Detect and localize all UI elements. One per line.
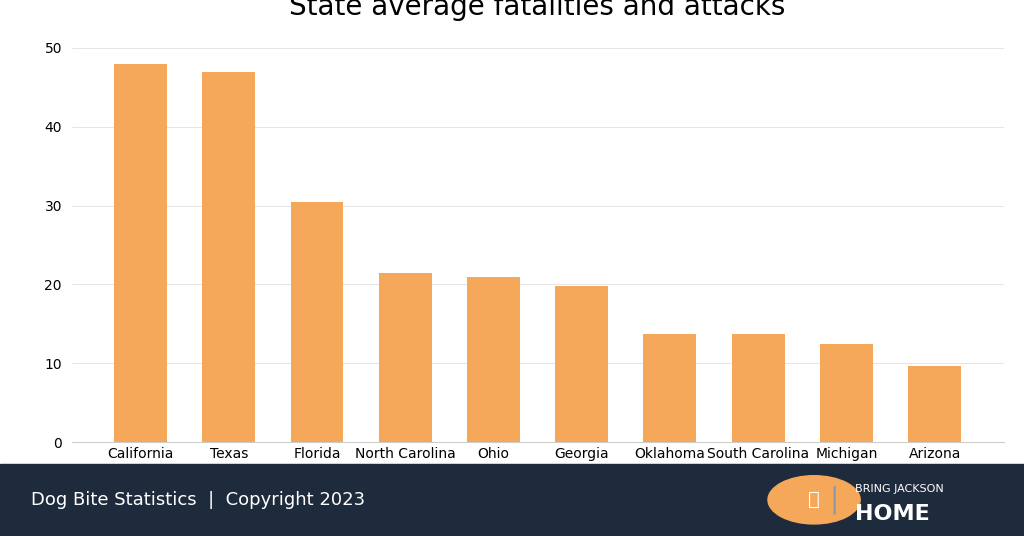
Bar bbox=[643, 334, 696, 442]
Text: HOME: HOME bbox=[855, 504, 930, 524]
Bar bbox=[908, 366, 962, 442]
Title: State average fatalities and attacks: State average fatalities and attacks bbox=[290, 0, 785, 21]
Text: |: | bbox=[829, 486, 840, 514]
Text: Dog Bite Statistics  |  Copyright 2023: Dog Bite Statistics | Copyright 2023 bbox=[31, 491, 365, 509]
Bar bbox=[203, 72, 255, 442]
Text: BRING JACKSON: BRING JACKSON bbox=[855, 484, 944, 494]
Bar bbox=[820, 344, 872, 442]
Bar bbox=[114, 64, 167, 442]
Bar bbox=[467, 277, 520, 442]
Bar bbox=[555, 286, 608, 442]
Bar bbox=[379, 273, 432, 442]
Text: 🐾: 🐾 bbox=[808, 490, 820, 509]
Bar bbox=[291, 202, 343, 442]
Bar bbox=[732, 334, 784, 442]
